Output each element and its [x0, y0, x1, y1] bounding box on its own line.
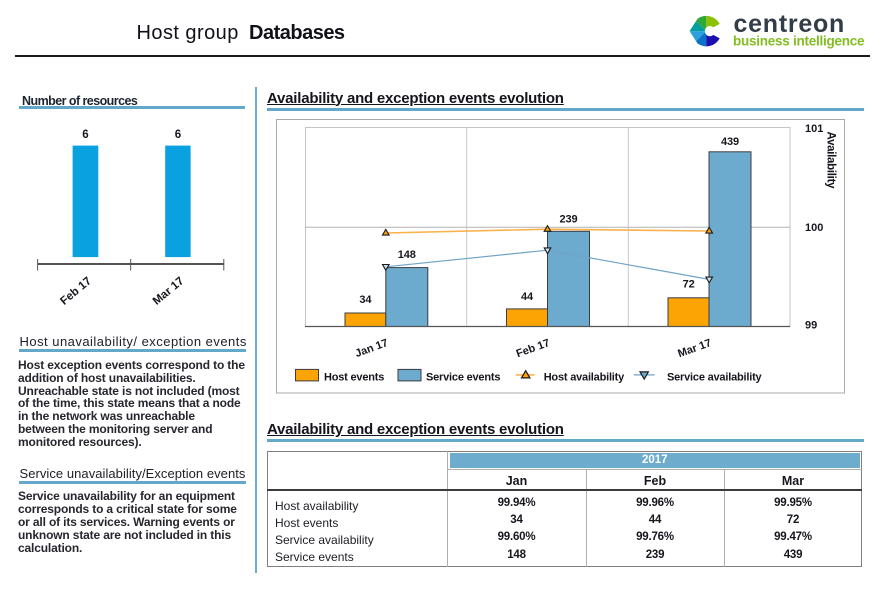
svg-text:6: 6 [82, 129, 88, 141]
svg-text:101: 101 [805, 123, 823, 135]
svg-text:6: 6 [175, 129, 181, 141]
svg-text:Jan 17: Jan 17 [354, 337, 390, 360]
svg-text:439: 439 [721, 136, 739, 148]
svg-text:239: 239 [559, 213, 577, 225]
svg-text:Mar 17: Mar 17 [151, 275, 187, 308]
svg-text:99: 99 [805, 319, 817, 331]
svg-text:100: 100 [805, 222, 823, 234]
svg-text:centreon: centreon [734, 10, 846, 38]
svg-text:34: 34 [359, 294, 372, 306]
svg-text:Feb 17: Feb 17 [58, 275, 94, 308]
svg-text:Feb 17: Feb 17 [515, 337, 552, 360]
svg-text:Availability: Availability [825, 132, 837, 190]
svg-text:business intelligence: business intelligence [733, 34, 865, 49]
svg-text:Host events: Host events [324, 371, 384, 383]
svg-text:44: 44 [521, 291, 534, 303]
svg-text:Mar 17: Mar 17 [676, 337, 713, 360]
svg-text:Service availability: Service availability [667, 371, 763, 383]
svg-text:72: 72 [683, 279, 695, 291]
svg-text:Host availability: Host availability [544, 371, 625, 383]
svg-text:Service events: Service events [426, 371, 500, 383]
svg-text:148: 148 [398, 249, 416, 261]
